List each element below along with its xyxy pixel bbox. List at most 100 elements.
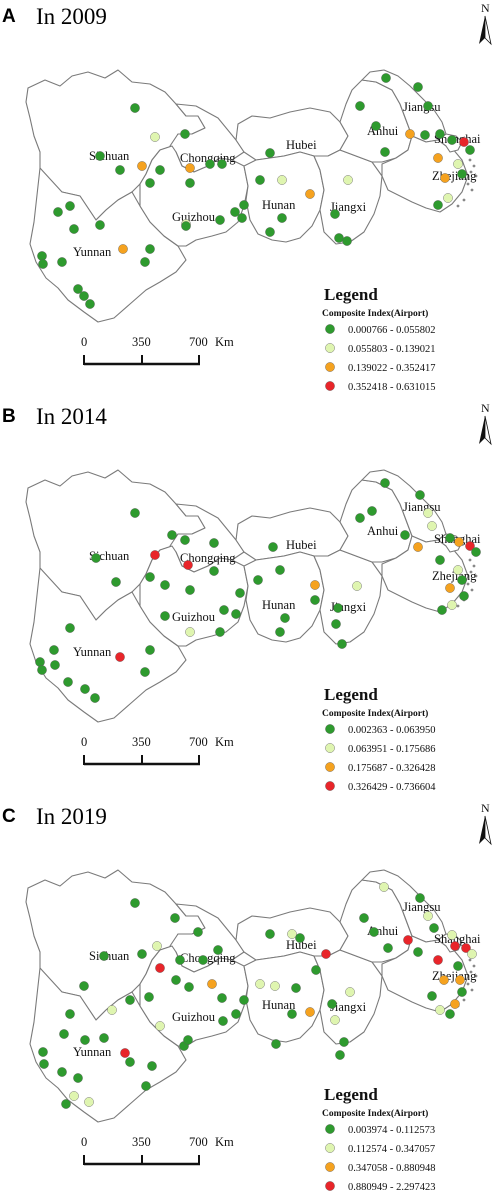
province-label-zhejiang: Zhejiang: [432, 169, 477, 183]
airport-point: [185, 163, 195, 173]
island-mark: [466, 982, 470, 986]
airport-point: [239, 995, 249, 1005]
airport-point: [433, 153, 443, 163]
airport-point: [275, 627, 285, 637]
airport-point: [371, 121, 381, 131]
province-label-jiangsu: Jiangsu: [403, 500, 441, 514]
airport-point: [167, 530, 177, 540]
airport-point: [429, 923, 439, 933]
airport-point: [459, 591, 469, 601]
province-label-yunnan: Yunnan: [73, 1045, 112, 1059]
airport-point: [280, 613, 290, 623]
airport-point: [415, 893, 425, 903]
airport-point: [85, 299, 95, 309]
legend-swatch: [325, 381, 335, 391]
airport-point: [447, 600, 457, 610]
airport-point: [235, 588, 245, 598]
airport-point: [160, 611, 170, 621]
island-mark: [474, 574, 478, 578]
airport-point: [115, 165, 125, 175]
province-zhejiang: [381, 935, 469, 1013]
scale-bar: 0 350 700 Km: [81, 735, 234, 766]
airport-point: [184, 982, 194, 992]
airport-point: [359, 913, 369, 923]
airport-point: [147, 1061, 157, 1071]
province-jiangxi: [313, 549, 383, 645]
legend-class-label: 0.003974 - 0.112573: [348, 1125, 435, 1136]
airport-point: [99, 951, 109, 961]
island-mark: [472, 164, 476, 168]
island-mark: [456, 604, 460, 608]
scale-tick-label: 0: [81, 1135, 87, 1149]
airport-point: [331, 619, 341, 629]
scale-tick-label: 0: [81, 735, 87, 749]
panel-letter: C: [2, 806, 16, 827]
airport-point: [49, 645, 59, 655]
province-label-sichuan: Sichuan: [89, 949, 130, 963]
airport-point: [111, 577, 121, 587]
province-jiangxi: [313, 949, 383, 1045]
legend-class-label: 0.347058 - 0.880948: [348, 1163, 436, 1174]
airport-point: [130, 508, 140, 518]
airport-point: [205, 159, 215, 169]
airport-point: [268, 542, 278, 552]
province-label-jiangxi: Jiangxi: [330, 1000, 367, 1014]
airport-point: [198, 955, 208, 965]
scale-tick-label: 350: [132, 335, 151, 349]
airport-point: [287, 929, 297, 939]
airport-point: [461, 943, 471, 953]
airport-point: [287, 1009, 297, 1019]
airport-point: [265, 227, 275, 237]
province-hunan: [243, 151, 325, 243]
airport-point: [65, 1009, 75, 1019]
panel-year-title: In 2014: [36, 404, 107, 429]
airport-point: [35, 657, 45, 667]
airport-point: [453, 159, 463, 169]
legend-title: Legend: [324, 1085, 378, 1104]
island-mark: [468, 958, 472, 962]
scale-tick-label: 0: [81, 335, 87, 349]
legend-swatch: [325, 1143, 335, 1153]
legend-swatch: [325, 1124, 335, 1134]
island-mark: [472, 964, 476, 968]
airport-point: [215, 627, 225, 637]
airport-point: [193, 927, 203, 937]
airport-point: [457, 169, 467, 179]
legend-title: Legend: [324, 685, 378, 704]
north-arrow-icon: N: [479, 1, 492, 46]
airport-point: [231, 1009, 241, 1019]
airport-layer: [38, 882, 477, 1109]
airport-point: [443, 193, 453, 203]
airport-point: [369, 927, 379, 937]
airport-point: [115, 652, 125, 662]
province-layer: [25, 69, 478, 323]
airport-point: [275, 565, 285, 575]
legend-class-label: 0.002363 - 0.063950: [348, 725, 436, 736]
airport-point: [209, 538, 219, 548]
legend-class-label: 0.326429 - 0.736604: [348, 782, 436, 793]
airport-point: [381, 73, 391, 83]
legend-subtitle: Composite Index(Airport): [322, 708, 428, 719]
airport-point: [125, 995, 135, 1005]
panel-year-title: In 2019: [36, 804, 107, 829]
airport-point: [433, 955, 443, 965]
legend: Legend Composite Index(Airport) 0.002363 -…: [322, 685, 436, 793]
airport-point: [215, 215, 225, 225]
scale-tick-label: 350: [132, 735, 151, 749]
airport-point: [305, 189, 315, 199]
airport-point: [355, 513, 365, 523]
airport-point: [295, 933, 305, 943]
airport-point: [465, 541, 475, 551]
province-hunan: [243, 551, 325, 643]
airport-point: [330, 209, 340, 219]
panel-letter: B: [2, 406, 16, 427]
north-arrow-icon: N: [479, 401, 492, 446]
airport-point: [183, 1035, 193, 1045]
airport-point: [185, 585, 195, 595]
airport-point: [95, 151, 105, 161]
airport-point: [450, 999, 460, 1009]
legend-class-label: 0.000766 - 0.055802: [348, 325, 436, 336]
province-label-guizhou: Guizhou: [172, 1010, 216, 1024]
